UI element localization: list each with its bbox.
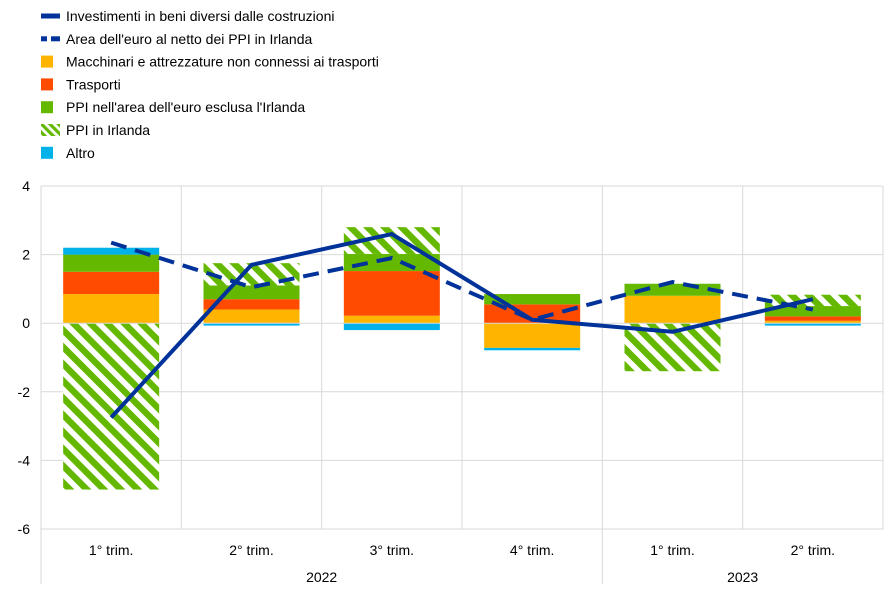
x-group-label: 2023	[727, 569, 758, 584]
y-tick-label: 4	[22, 178, 30, 194]
legend-swatch	[41, 56, 53, 68]
bar-segment	[63, 294, 159, 323]
bar-segment	[63, 272, 159, 294]
legend-label: Macchinari e attrezzature non connessi a…	[66, 54, 379, 70]
bar-segment	[204, 309, 300, 323]
bar-segment	[765, 316, 861, 320]
legend-swatch-dash	[41, 36, 47, 41]
y-tick-label: 2	[22, 247, 30, 263]
legend-label: PPI nell'area dell'euro esclusa l'Irland…	[66, 99, 305, 115]
x-tick-label: 4° trim.	[510, 542, 555, 558]
bar-segment	[344, 323, 440, 330]
bar-segment	[63, 255, 159, 272]
x-tick-label: 1° trim.	[89, 542, 134, 558]
x-tick-label: 1° trim.	[650, 542, 695, 558]
legend: Investimenti in beni diversi dalle costr…	[41, 8, 379, 161]
legend-swatch	[41, 101, 53, 113]
x-tick-label: 3° trim.	[370, 542, 415, 558]
legend-swatch	[41, 147, 53, 159]
bar-segment	[63, 323, 159, 489]
y-tick-label: -2	[18, 384, 31, 400]
legend-label: Altro	[66, 145, 95, 161]
legend-label: Trasporti	[66, 76, 121, 92]
legend-swatch	[41, 78, 53, 90]
legend-label: Investimenti in beni diversi dalle costr…	[66, 8, 334, 24]
x-group-label: 2022	[306, 569, 337, 584]
y-tick-label: 0	[22, 315, 30, 331]
legend-label: Area dell'euro al netto dei PPI in Irlan…	[66, 31, 312, 47]
bar-segment	[484, 348, 580, 350]
y-tick-label: -6	[18, 521, 31, 537]
bar-segment	[484, 323, 580, 348]
y-tick-label: -4	[18, 452, 31, 468]
bar-segment	[625, 296, 721, 323]
x-tick-label: 2° trim.	[791, 542, 836, 558]
legend-swatch-line	[41, 14, 60, 19]
legend-label: PPI in Irlanda	[66, 122, 150, 138]
bar-segment	[204, 285, 300, 299]
x-tick-label: 2° trim.	[229, 542, 274, 558]
bar-segment	[344, 271, 440, 316]
bar-segment	[344, 316, 440, 324]
legend-swatch-dash	[51, 36, 60, 41]
legend-swatch-hatch	[41, 124, 60, 136]
grid	[41, 186, 883, 584]
